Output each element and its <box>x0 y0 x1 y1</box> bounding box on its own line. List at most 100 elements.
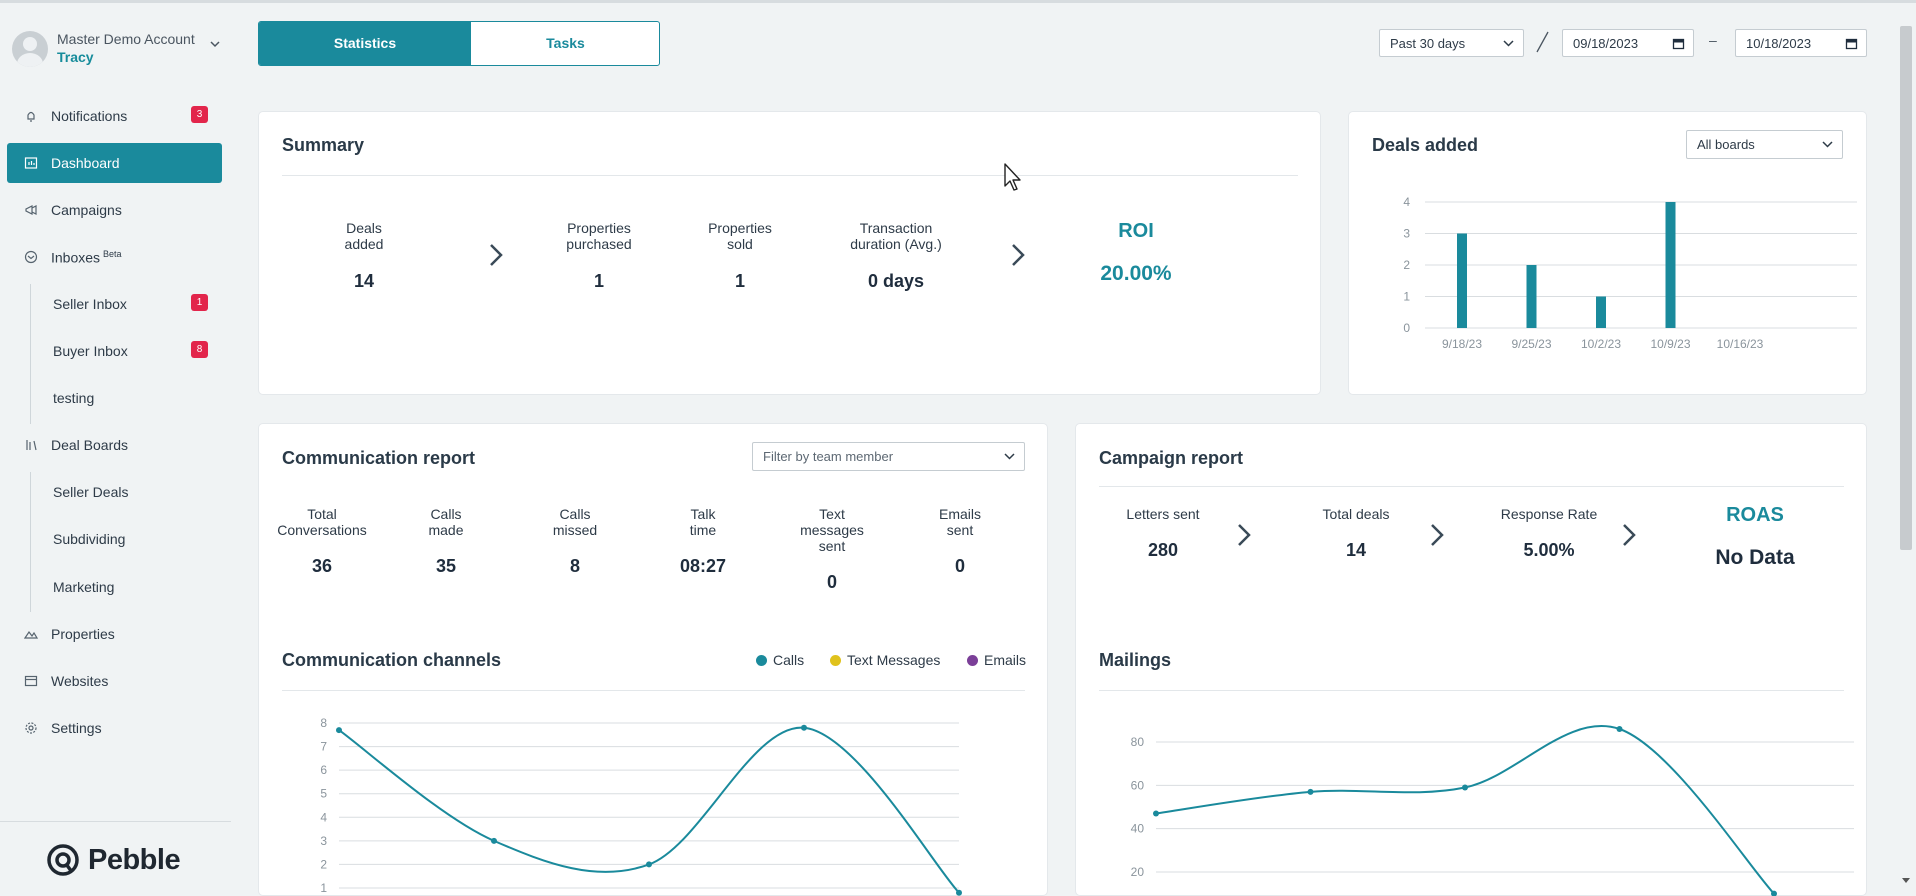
scroll-thumb[interactable] <box>1900 26 1912 550</box>
sidebar-item-seller-deals[interactable]: Seller Deals <box>7 472 222 512</box>
bar <box>1526 265 1537 328</box>
sidebar-item-seller-inbox[interactable]: Seller Inbox 1 <box>7 284 222 324</box>
summary-title: Summary <box>282 135 365 155</box>
sidebar-item-notifications[interactable]: Notifications 3 <box>7 96 222 136</box>
x-tick-label: 10/16/23 <box>1717 337 1764 351</box>
sidebar-item-label: Inboxes <box>51 249 101 266</box>
view-tabs: Statistics Tasks <box>258 21 660 66</box>
summary-card: Summary Deals added 14 Properties purchase… <box>258 111 1321 395</box>
sidebar-item-deal-boards[interactable]: Deal Boards <box>7 425 222 465</box>
chevron-right-icon <box>1238 524 1251 546</box>
label-line: sent <box>946 522 974 538</box>
chevron-right-icon <box>1431 524 1444 546</box>
date-range-select[interactable]: Past 30 days <box>1379 29 1524 57</box>
notification-badge: 8 <box>191 341 208 358</box>
board-filter-value: All boards <box>1697 137 1755 152</box>
submenu-line <box>30 284 31 424</box>
team-member-filter[interactable]: Filter by team member <box>752 442 1025 471</box>
metric-label-total-deals: Total deals <box>1322 506 1390 522</box>
label-line: Conversations <box>277 522 367 538</box>
roi-value: 20.00% <box>1100 262 1172 285</box>
chevron-right-icon <box>1623 524 1636 546</box>
y-tick-label: 2 <box>320 857 327 871</box>
sidebar-item-properties[interactable]: Properties <box>7 614 222 654</box>
label-line: Talk <box>690 506 716 522</box>
sidebar-item-label: Deal Boards <box>51 437 129 453</box>
metric-value-properties-sold: 1 <box>734 271 745 291</box>
metric-value-total-conversations: 36 <box>311 556 333 576</box>
sidebar-item-subdividing[interactable]: Subdividing <box>7 519 222 559</box>
date-range-value: Past 30 days <box>1390 36 1466 51</box>
calendar-icon <box>1845 38 1858 50</box>
label-line: Deals <box>346 220 382 236</box>
mailings-title: Mailings <box>1099 650 1172 670</box>
sidebar-item-label: Buyer Inbox <box>53 343 128 359</box>
y-tick-label: 0 <box>1403 321 1410 335</box>
metric-label-transaction-duration: Transaction duration (Avg.) <box>826 220 966 252</box>
y-tick-label: 20 <box>1131 865 1145 879</box>
metric-label-talk-time: Talk time <box>653 506 753 538</box>
communication-report-title: Communication report <box>282 448 476 468</box>
label-line: Total <box>307 506 337 522</box>
sidebar-item-label: Settings <box>51 720 102 736</box>
tab-statistics[interactable]: Statistics <box>259 22 471 65</box>
legend-item-emails[interactable]: Emails <box>967 652 1026 668</box>
pebble-logo-icon <box>47 844 79 876</box>
label-line: Properties <box>708 220 772 236</box>
sidebar-item-websites[interactable]: Websites <box>7 661 222 701</box>
metric-value-transaction-duration: 0 days <box>867 271 925 291</box>
chevron-down-icon <box>1004 453 1015 460</box>
brand-logo[interactable]: Pebble <box>46 841 206 881</box>
metric-value-talk-time: 08:27 <box>679 556 727 576</box>
board-filter-select[interactable]: All boards <box>1686 130 1843 159</box>
date-separator: – <box>1709 32 1717 48</box>
series-line <box>1155 725 1775 895</box>
data-point <box>646 861 652 868</box>
metric-value-emails-sent: 0 <box>954 556 965 576</box>
sidebar-item-marketing[interactable]: Marketing <box>7 567 222 607</box>
x-tick-label: 10/9/23 <box>1650 337 1690 351</box>
sidebar-item-testing[interactable]: testing <box>7 378 222 418</box>
y-tick-label: 5 <box>320 787 327 801</box>
sidebar-item-label: testing <box>53 390 95 406</box>
tab-tasks[interactable]: Tasks <box>546 35 585 51</box>
sidebar-item-inboxes[interactable]: Inboxes Beta <box>7 237 222 277</box>
sidebar-item-label: Properties <box>51 626 115 642</box>
legend-label: Calls <box>773 652 805 668</box>
data-point <box>1616 726 1623 732</box>
label-line: purchased <box>566 236 632 252</box>
notification-badge: 3 <box>191 106 208 123</box>
scroll-down-arrow-icon[interactable] <box>1900 876 1912 886</box>
metric-label-properties-sold: Properties sold <box>680 220 800 252</box>
label-line: sent <box>818 538 846 554</box>
bar <box>1665 202 1676 328</box>
label-line: duration (Avg.) <box>850 236 942 252</box>
data-point <box>336 727 342 734</box>
end-date-input[interactable]: 10/18/2023 <box>1735 29 1867 57</box>
sidebar-item-campaigns[interactable]: Campaigns <box>7 190 222 230</box>
data-point <box>956 889 962 896</box>
sidebar-item-label: Notifications <box>51 108 128 124</box>
campaign-report-title: Campaign report <box>1099 448 1244 468</box>
sidebar-item-settings[interactable]: Settings <box>7 708 222 748</box>
sidebar-item-buyer-inbox[interactable]: Buyer Inbox 8 <box>7 331 222 371</box>
y-tick-label: 40 <box>1131 822 1145 836</box>
bar <box>1457 233 1467 328</box>
sidebar-item-dashboard[interactable]: Dashboard <box>7 143 222 183</box>
label-line: Calls <box>559 506 591 522</box>
metric-label-total-conversations: Total Conversations <box>267 506 377 538</box>
label-line: Emails <box>938 506 981 522</box>
legend-item-text-messages[interactable]: Text Messages <box>830 652 940 668</box>
y-tick-label: 2 <box>1403 258 1410 272</box>
metric-value-calls-missed: 8 <box>569 556 580 576</box>
legend-item-calls[interactable]: Calls <box>756 652 804 668</box>
label-line: Calls <box>430 506 462 522</box>
account-switcher[interactable]: Master Demo Account Tracy <box>12 25 222 69</box>
metric-label-emails-sent: Emails sent <box>910 506 1010 538</box>
page-scrollbar[interactable] <box>1895 20 1916 896</box>
start-date-input[interactable]: 09/18/2023 <box>1562 29 1694 57</box>
metric-label-response-rate: Response Rate <box>1500 506 1598 522</box>
legend-label: Emails <box>984 652 1027 668</box>
gear-icon <box>25 722 37 734</box>
y-tick-label: 1 <box>1403 290 1410 304</box>
